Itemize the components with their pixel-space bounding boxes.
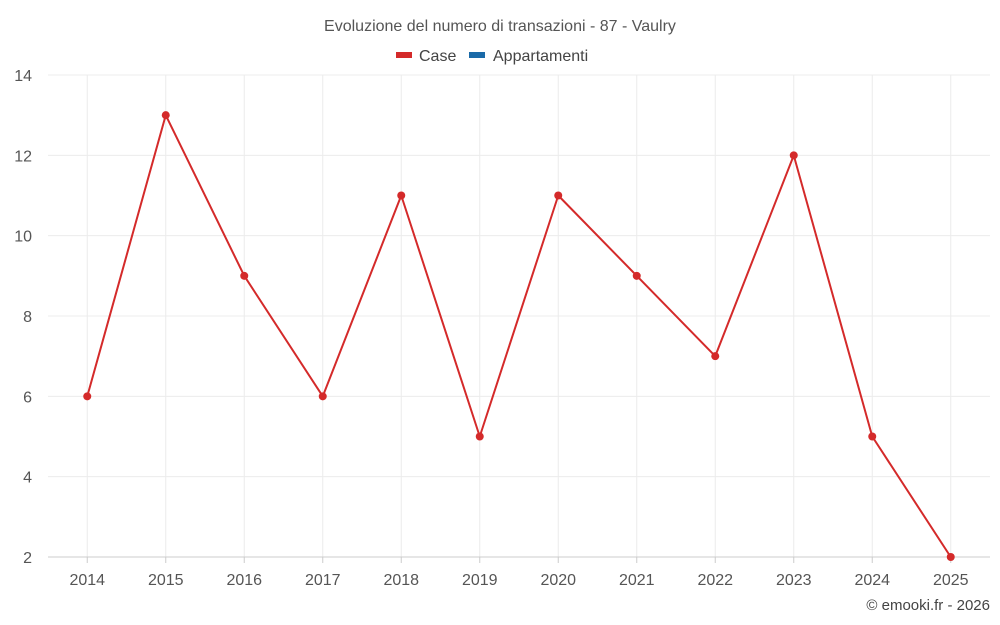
data-point-case-2014[interactable] — [83, 392, 92, 401]
x-tick-label: 2015 — [148, 572, 184, 589]
data-point-case-2024[interactable] — [868, 432, 877, 441]
x-tick-label: 2016 — [226, 572, 262, 589]
legend-swatch-case — [396, 52, 412, 58]
legend-swatch-appartamenti — [469, 52, 485, 58]
x-gridlines — [86, 75, 952, 563]
x-axis-labels: 2014 2015 2016 2017 2018 2019 2020 2021 2022 2023… — [69, 572, 968, 589]
data-point-case-2017[interactable] — [318, 392, 327, 401]
data-point-case-2025[interactable] — [946, 553, 955, 561]
y-gridlines — [48, 74, 990, 558]
data-point-case-2015[interactable] — [161, 111, 170, 120]
chart-title: Evoluzione del numero di transazioni - 8… — [324, 18, 676, 35]
x-tick-label: 2025 — [933, 572, 969, 589]
x-tick-label: 2022 — [697, 572, 733, 589]
data-point-case-2016[interactable] — [240, 271, 249, 280]
legend-item-appartamenti[interactable]: Appartamenti — [469, 48, 588, 65]
credit: © emooki.fr - 2026 — [866, 597, 990, 614]
x-tick-label: 2019 — [462, 572, 498, 589]
x-tick-label: 2024 — [854, 572, 890, 589]
data-point-case-2018[interactable] — [397, 191, 406, 200]
legend: Case Appartamenti — [396, 48, 588, 65]
data-point-case-2022[interactable] — [711, 352, 720, 361]
series-case — [83, 111, 955, 561]
y-tick-label: 14 — [14, 68, 32, 85]
series-line-case — [86, 114, 952, 558]
legend-item-case[interactable]: Case — [396, 48, 456, 65]
x-tick-label: 2020 — [540, 572, 576, 589]
x-tick-label: 2017 — [305, 572, 341, 589]
x-tick-label: 2018 — [383, 572, 419, 589]
x-tick-label: 2021 — [619, 572, 655, 589]
data-point-case-2023[interactable] — [789, 151, 798, 160]
y-tick-label: 8 — [23, 309, 32, 326]
legend-label-appartamenti: Appartamenti — [493, 48, 588, 65]
y-tick-label: 10 — [14, 229, 32, 246]
y-tick-label: 12 — [14, 148, 32, 165]
y-tick-label: 6 — [23, 389, 32, 406]
y-tick-label: 4 — [23, 470, 32, 487]
y-axis-labels: 2 4 6 8 10 12 14 — [14, 68, 32, 567]
data-point-case-2019[interactable] — [475, 432, 484, 441]
legend-label-case: Case — [419, 48, 456, 65]
y-tick-label: 2 — [23, 550, 32, 567]
x-tick-label: 2014 — [69, 572, 105, 589]
data-point-case-2020[interactable] — [554, 191, 563, 200]
data-point-case-2021[interactable] — [632, 271, 641, 280]
x-tick-label: 2023 — [776, 572, 812, 589]
